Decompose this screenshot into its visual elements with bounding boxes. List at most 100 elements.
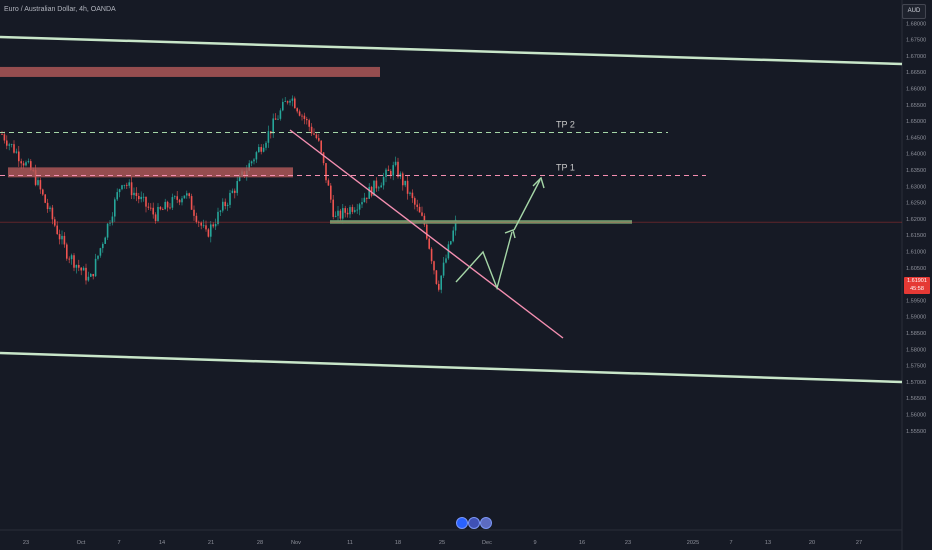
price-tick-label: 1.61500 bbox=[906, 233, 926, 239]
channel-lower-line[interactable] bbox=[0, 351, 903, 384]
candle-body bbox=[440, 275, 442, 290]
candle-body bbox=[404, 180, 406, 186]
time-tick-label: Nov bbox=[291, 540, 301, 546]
candle-body bbox=[363, 197, 366, 203]
time-tick-label: 11 bbox=[347, 540, 353, 546]
candle-body bbox=[66, 244, 68, 259]
price-tick-label: 1.65500 bbox=[906, 103, 926, 109]
candle-body bbox=[8, 144, 10, 146]
candle-body bbox=[10, 144, 13, 146]
bottom-marker-icon-2[interactable] bbox=[468, 517, 480, 529]
candle-body bbox=[154, 214, 157, 222]
currency-button[interactable]: AUD bbox=[902, 4, 926, 19]
candle-body bbox=[421, 212, 423, 216]
candle-body bbox=[234, 190, 236, 193]
candle-body bbox=[188, 193, 190, 197]
time-tick-label: 7 bbox=[117, 540, 120, 546]
candle-body bbox=[104, 237, 106, 244]
candle-body bbox=[366, 197, 368, 199]
projection-path-1[interactable] bbox=[455, 231, 513, 291]
candle-body bbox=[49, 207, 51, 210]
candle-body bbox=[337, 210, 339, 216]
candle-body bbox=[15, 151, 18, 153]
last-price-value: 1.61901 bbox=[907, 278, 927, 284]
price-tick-label: 1.61000 bbox=[906, 250, 926, 256]
candle-body bbox=[409, 192, 411, 194]
candle-body bbox=[430, 248, 433, 262]
candle-body bbox=[34, 170, 37, 185]
candle-body bbox=[205, 225, 207, 230]
projection-path-2[interactable] bbox=[513, 179, 541, 231]
candle-body bbox=[325, 163, 327, 181]
candle-body bbox=[310, 126, 313, 134]
candle-body bbox=[361, 202, 363, 205]
candle-body bbox=[349, 207, 351, 215]
candle-body bbox=[286, 101, 289, 103]
time-tick-label: Oct bbox=[77, 540, 86, 546]
candle-body bbox=[157, 206, 159, 222]
candle-body bbox=[438, 283, 440, 290]
bar-countdown: 45:58 bbox=[910, 285, 924, 292]
candle-body bbox=[63, 235, 66, 245]
candle-body bbox=[306, 119, 308, 121]
candle-body bbox=[178, 199, 181, 203]
candle-body bbox=[92, 274, 94, 277]
candle-body bbox=[428, 238, 430, 249]
time-tick-label: 20 bbox=[809, 540, 815, 546]
candle-body bbox=[1, 134, 3, 135]
candle-body bbox=[85, 267, 87, 281]
candle-body bbox=[229, 192, 231, 205]
time-tick-label: 7 bbox=[729, 540, 732, 546]
candle-body bbox=[212, 224, 214, 227]
candle-body bbox=[334, 215, 337, 217]
candle-body bbox=[385, 169, 387, 177]
bottom-marker-icon-3[interactable] bbox=[480, 517, 492, 529]
price-tick-label: 1.67500 bbox=[906, 38, 926, 44]
candle-body bbox=[82, 267, 85, 271]
candle-body bbox=[164, 201, 166, 210]
candle-body bbox=[356, 209, 358, 211]
drawings-layer[interactable]: TP 2 TP 1 bbox=[0, 35, 903, 384]
candle-body bbox=[358, 204, 361, 210]
candle-body bbox=[56, 225, 58, 235]
candle-body bbox=[406, 180, 409, 194]
price-tick-label: 1.57000 bbox=[906, 380, 926, 386]
bottom-marker-icon-1[interactable] bbox=[456, 517, 468, 529]
resistance-zone-upper[interactable] bbox=[0, 66, 380, 77]
price-tick-label: 1.62000 bbox=[906, 217, 926, 223]
candle-body bbox=[344, 208, 346, 213]
channel-upper-line[interactable] bbox=[0, 35, 903, 66]
candle-body bbox=[121, 185, 123, 190]
candle-body bbox=[284, 101, 286, 102]
candle-body bbox=[392, 165, 394, 176]
candle-body bbox=[70, 255, 73, 260]
descending-trendline[interactable] bbox=[289, 129, 564, 339]
candle-body bbox=[298, 111, 301, 116]
candle-body bbox=[20, 161, 22, 164]
candle-body bbox=[320, 140, 322, 153]
candle-body bbox=[279, 110, 282, 119]
candle-body bbox=[414, 198, 416, 205]
candle-body bbox=[210, 224, 212, 237]
candle-body bbox=[22, 163, 25, 166]
candle-body bbox=[58, 234, 61, 240]
resistance-zone-lower[interactable] bbox=[8, 167, 293, 178]
candle-body bbox=[231, 190, 234, 193]
time-tick-label: 16 bbox=[579, 540, 585, 546]
price-tick-label: 1.63000 bbox=[906, 184, 926, 190]
candle-body bbox=[313, 133, 315, 135]
candle-body bbox=[6, 140, 8, 146]
candle-body bbox=[426, 224, 428, 239]
time-axis[interactable]: 23 Oct 7 14 21 28 Nov 11 18 25 Dec 9 16 23 2025 7 13 20 27 bbox=[23, 540, 862, 546]
time-tick-label: 2025 bbox=[687, 540, 699, 546]
candle-body bbox=[94, 258, 97, 277]
candle-body bbox=[116, 192, 118, 200]
time-tick-label: 28 bbox=[257, 540, 263, 546]
candle-body bbox=[378, 187, 380, 189]
candle-body bbox=[397, 161, 399, 177]
price-tick-label: 1.68000 bbox=[906, 21, 926, 27]
price-tick-label: 1.56000 bbox=[906, 413, 926, 419]
candle-body bbox=[250, 161, 253, 164]
